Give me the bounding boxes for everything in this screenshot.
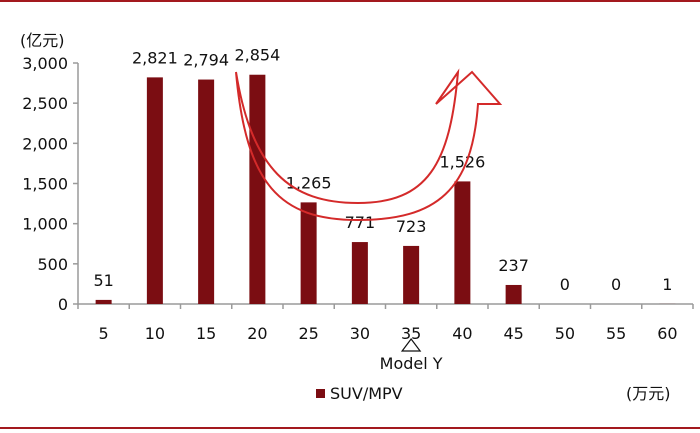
y-tick-label: 1,500 — [22, 175, 68, 194]
y-tick-label: 1,000 — [22, 215, 68, 234]
x-tick-label: 15 — [196, 324, 216, 343]
x-tick-label: 35 — [401, 324, 421, 343]
x-tick-label: 60 — [657, 324, 677, 343]
bar — [249, 74, 266, 304]
bar — [300, 202, 317, 304]
data-label: 2,821 — [132, 48, 178, 67]
x-tick-label: 10 — [145, 324, 165, 343]
y-tick-label: 0 — [58, 295, 68, 314]
bar — [505, 284, 522, 304]
x-tick-label: 5 — [99, 324, 109, 343]
legend: SUV/MPV — [316, 384, 403, 403]
bar-series — [95, 74, 676, 304]
bar — [198, 79, 215, 304]
y-tick-label: 3,000 — [22, 54, 68, 73]
data-label: 1 — [662, 275, 672, 294]
x-tick-label: 45 — [503, 324, 523, 343]
y-axis-unit-label: (亿元) — [20, 31, 65, 50]
y-axis: 0 500 1,000 1,500 2,000 2,500 3,000 — [22, 54, 79, 314]
bar — [95, 299, 112, 304]
legend-label-suv-mpv: SUV/MPV — [330, 384, 403, 403]
data-label: 771 — [345, 213, 376, 232]
x-tick-label: 20 — [247, 324, 267, 343]
data-label: 2,854 — [234, 46, 280, 65]
data-label: 1,265 — [286, 173, 332, 192]
y-tick-label: 2,000 — [22, 134, 68, 153]
x-tick-label: 30 — [350, 324, 370, 343]
data-label: 0 — [611, 275, 621, 294]
data-label: 1,526 — [439, 152, 485, 171]
x-axis: 5 10 15 20 25 30 35 40 45 50 55 60 — [77, 303, 694, 343]
x-axis-unit-label: (万元) — [626, 384, 671, 403]
data-label: 2,794 — [183, 51, 229, 70]
data-label: 51 — [93, 271, 113, 290]
x-tick-label: 55 — [606, 324, 626, 343]
annotation-model-y: Model Y — [380, 354, 443, 373]
data-label: 0 — [560, 275, 570, 294]
model-y-annotation: Model Y — [380, 338, 443, 373]
legend-swatch — [316, 389, 325, 398]
bar — [351, 242, 368, 304]
data-label: 237 — [498, 256, 529, 275]
x-tick-label: 40 — [452, 324, 472, 343]
bar — [146, 77, 163, 304]
x-tick-label: 25 — [298, 324, 318, 343]
u-turn-arrow-icon — [235, 68, 503, 222]
data-label: 723 — [396, 217, 427, 236]
triangle-marker-icon — [400, 338, 422, 352]
bar — [403, 245, 420, 304]
x-tick-label: 50 — [555, 324, 575, 343]
data-labels: 51 2,821 2,794 2,854 1,265 771 723 1,526 237 0 0 1 — [93, 46, 672, 294]
y-tick-label: 500 — [37, 255, 68, 274]
bar — [454, 181, 471, 304]
y-tick-label: 2,500 — [22, 94, 68, 113]
